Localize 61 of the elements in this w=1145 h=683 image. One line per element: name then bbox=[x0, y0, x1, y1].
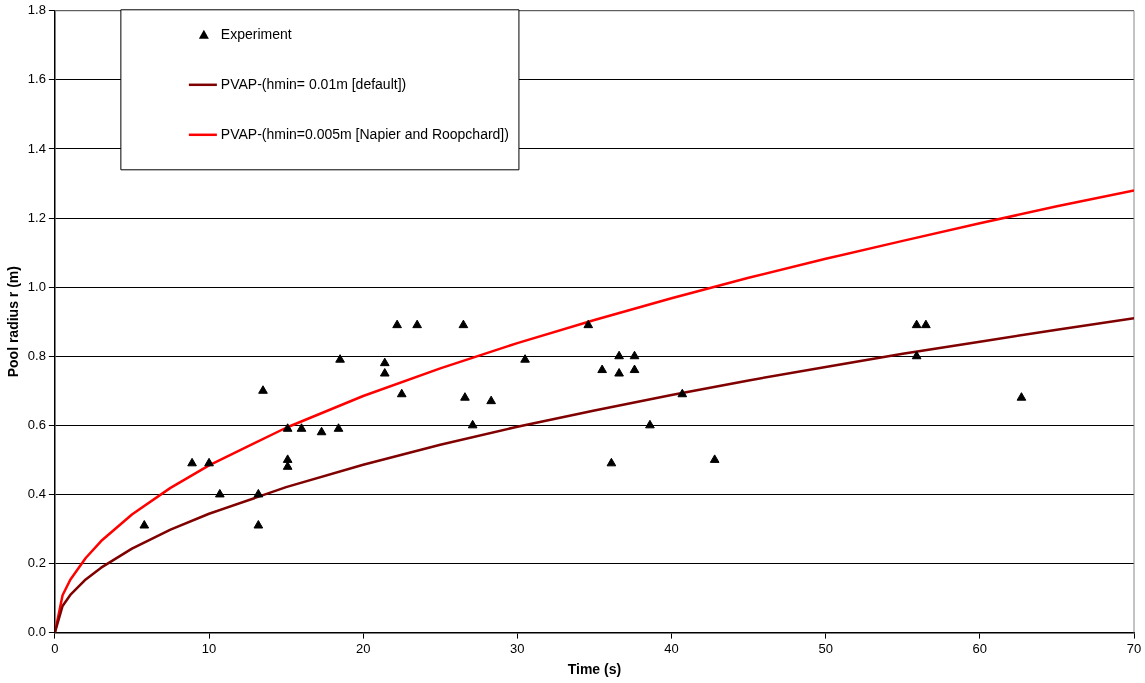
y-tick-label: 0.0 bbox=[27, 624, 46, 640]
y-axis-title: Pool radius r (m) bbox=[5, 266, 22, 378]
point bbox=[379, 357, 390, 367]
point bbox=[396, 388, 407, 398]
point bbox=[486, 395, 496, 405]
y-tick-label: 0.2 bbox=[27, 555, 46, 571]
point bbox=[253, 488, 264, 498]
point bbox=[379, 368, 390, 377]
point bbox=[333, 423, 344, 432]
point bbox=[597, 364, 607, 374]
point bbox=[614, 368, 624, 377]
x-tick-label: 60 bbox=[972, 640, 988, 656]
x-axis-title: Time (s) bbox=[567, 661, 622, 678]
x-tick-label: 0 bbox=[51, 640, 59, 656]
point bbox=[139, 520, 150, 529]
y-tick-label: 0.4 bbox=[27, 486, 46, 501]
point bbox=[282, 454, 293, 463]
point bbox=[921, 319, 931, 329]
point bbox=[258, 385, 268, 394]
point bbox=[709, 454, 720, 463]
point bbox=[1016, 392, 1027, 401]
y-tick-label: 0.8 bbox=[27, 347, 46, 363]
point bbox=[629, 350, 640, 360]
point bbox=[645, 419, 655, 429]
point bbox=[629, 364, 640, 374]
point bbox=[911, 319, 922, 329]
point bbox=[214, 488, 225, 498]
point bbox=[460, 392, 470, 401]
point bbox=[316, 426, 327, 436]
point bbox=[296, 423, 307, 432]
point bbox=[282, 461, 293, 470]
point bbox=[677, 388, 688, 398]
point bbox=[520, 354, 530, 363]
legend-label: PVAP-(hmin=0.005m [Napier and Roopchard]) bbox=[220, 125, 509, 142]
y-tick-label: 1.6 bbox=[27, 71, 46, 87]
y-tick-label: 1.0 bbox=[27, 278, 46, 294]
x-tick-label: 10 bbox=[201, 640, 217, 656]
point bbox=[335, 354, 345, 363]
point bbox=[911, 350, 922, 360]
y-tick-label: 1.4 bbox=[27, 140, 46, 156]
point bbox=[392, 319, 402, 329]
point bbox=[412, 319, 422, 329]
point bbox=[204, 457, 214, 467]
point bbox=[614, 350, 624, 360]
legend-label: Experiment bbox=[220, 25, 292, 42]
point bbox=[253, 520, 264, 529]
point bbox=[282, 423, 293, 432]
y-tick-label: 1.2 bbox=[27, 209, 46, 225]
x-tick-label: 50 bbox=[818, 640, 833, 656]
y-tick-label: 0.6 bbox=[27, 416, 46, 432]
point bbox=[606, 457, 617, 467]
point bbox=[467, 419, 478, 429]
x-tick-label: 30 bbox=[510, 640, 525, 656]
point bbox=[458, 319, 469, 329]
point bbox=[583, 319, 594, 329]
x-tick-label: 70 bbox=[1126, 640, 1142, 656]
point bbox=[187, 457, 197, 467]
x-tick-label: 20 bbox=[355, 640, 371, 656]
legend-label: PVAP-(hmin= 0.01m [default]) bbox=[220, 75, 407, 92]
x-tick-label: 40 bbox=[664, 640, 679, 656]
y-tick-label: 1.8 bbox=[27, 2, 46, 18]
